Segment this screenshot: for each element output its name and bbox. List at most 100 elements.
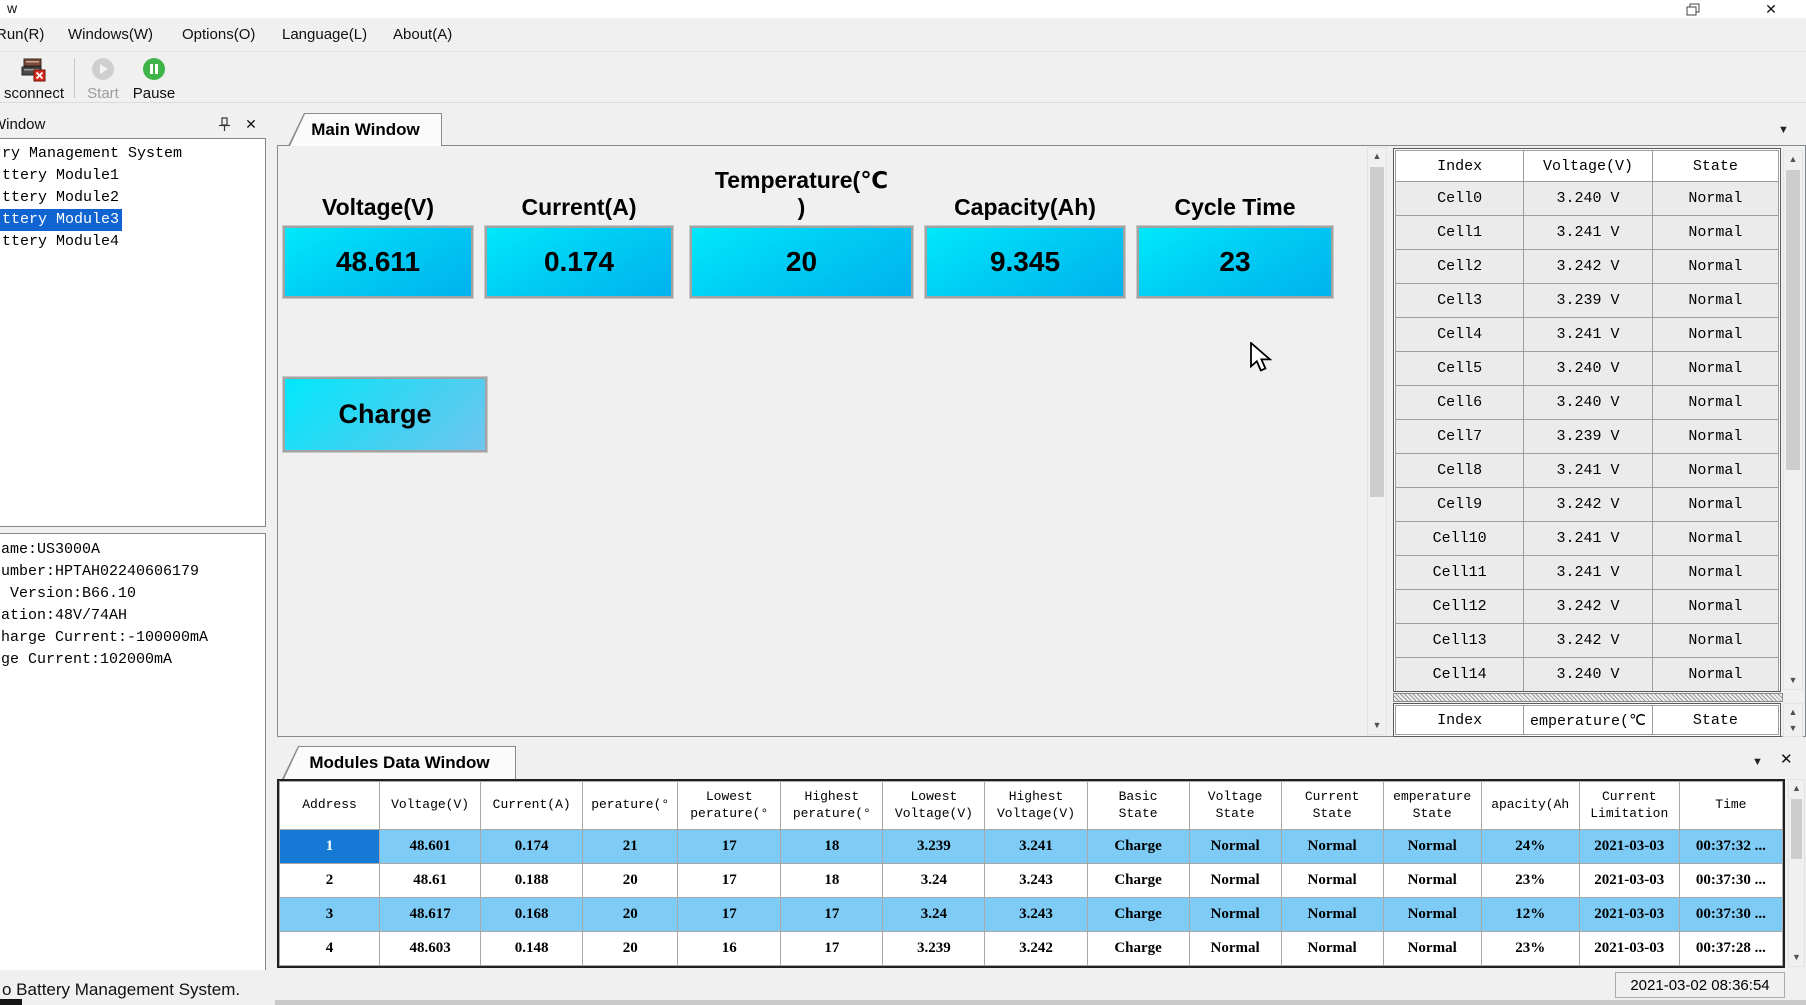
pause-button[interactable]: Pause — [128, 54, 180, 102]
tab-main-window[interactable]: Main Window — [288, 113, 442, 146]
module-data-row[interactable]: 3 48.617 0.168 20 17 17 3.24 3.243 Charg… — [279, 897, 1783, 932]
pause-icon — [143, 58, 165, 80]
header-line1: perature(° — [591, 797, 670, 813]
scroll-up-icon[interactable]: ▲ — [1372, 151, 1382, 161]
menu-item[interactable]: Windows(W) — [68, 26, 153, 43]
tree-item[interactable]: ttery Module3 — [0, 209, 265, 231]
cell-voltage-row[interactable]: Cell5 3.240 V Normal — [1394, 351, 1780, 386]
temp-table-scrollbar[interactable]: ▲ ▼ — [1783, 703, 1803, 737]
cell-state: Normal — [1651, 215, 1780, 250]
scroll-up-icon[interactable]: ▲ — [1788, 154, 1798, 164]
modules-column-header: Current(A) — [480, 781, 584, 830]
cell-voltage-row[interactable]: Cell13 3.242 V Normal — [1394, 623, 1780, 658]
cell-voltage-row[interactable]: Cell1 3.241 V Normal — [1394, 215, 1780, 250]
main-scrollbar[interactable]: ▲ ▼ — [1367, 147, 1387, 735]
modules-table-scrollbar[interactable]: ▲ ▼ — [1788, 779, 1805, 967]
gauge-label-line1: Temperature(℃ — [714, 167, 889, 194]
module-highest-temperature: 18 — [780, 829, 884, 864]
scroll-down-icon[interactable]: ▼ — [1788, 675, 1798, 685]
tab-modules-data-window[interactable]: Modules Data Window — [282, 746, 516, 779]
header-line1: Basic — [1118, 789, 1158, 805]
menu-item[interactable]: Language(L) — [282, 26, 368, 43]
module-address[interactable]: 4 — [279, 931, 381, 966]
header-line1: emperature — [1393, 789, 1472, 805]
cell-voltage-row[interactable]: Cell3 3.239 V Normal — [1394, 283, 1780, 318]
module-lowest-temperature: 16 — [677, 931, 782, 966]
tree-item[interactable]: ttery Module4 — [0, 231, 265, 253]
cell-state: Normal — [1651, 657, 1780, 691]
scroll-down-icon[interactable]: ▼ — [1372, 720, 1382, 730]
module-address[interactable]: 3 — [279, 897, 381, 932]
scrollbar-thumb[interactable] — [1786, 170, 1800, 470]
module-lowest-voltage: 3.24 — [882, 897, 986, 932]
start-button[interactable]: Start — [80, 54, 126, 102]
charge-status-button[interactable]: Charge — [282, 376, 488, 453]
module-data-row[interactable]: 1 48.601 0.174 21 17 18 3.239 3.241 Char… — [279, 829, 1783, 864]
scroll-down-icon[interactable]: ▼ — [1788, 723, 1798, 733]
main-tab-dropdown-icon[interactable]: ▼ — [1778, 124, 1789, 136]
device-info-line: ame:US3000A — [1, 541, 101, 558]
cell-index: Cell5 — [1394, 351, 1525, 386]
modules-column-header: perature(° — [582, 781, 679, 830]
device-info-line: ge Current:102000mA — [1, 651, 173, 668]
tree-item[interactable]: ry Management System — [0, 143, 265, 165]
module-current-state: Normal — [1280, 829, 1384, 864]
gauge-label: Cycle Time — [1137, 194, 1333, 220]
table-splitter-handle[interactable] — [1393, 693, 1783, 702]
pin-icon[interactable] — [218, 117, 231, 132]
module-current-limitation: 2021-03-03 — [1578, 863, 1680, 898]
cell-voltage-row[interactable]: Cell10 3.241 V Normal — [1394, 521, 1780, 556]
module-data-row[interactable]: 2 48.61 0.188 20 17 18 3.24 3.243 Charge… — [279, 863, 1783, 898]
scrollbar-thumb[interactable] — [1791, 799, 1802, 859]
cell-voltage-row[interactable]: Cell9 3.242 V Normal — [1394, 487, 1780, 522]
left-panel-close-icon[interactable]: ✕ — [245, 116, 257, 132]
module-basic-state: Charge — [1086, 897, 1190, 932]
scroll-up-icon[interactable]: ▲ — [1788, 707, 1798, 717]
cell-voltage: 3.241 V — [1523, 453, 1653, 488]
tree-item[interactable]: ttery Module1 — [0, 165, 265, 187]
scrollbar-thumb[interactable] — [1370, 167, 1384, 497]
header-line2: perature(° — [690, 805, 769, 821]
tree-item-label: ttery Module2 — [2, 189, 120, 206]
cell-voltage: 3.239 V — [1523, 419, 1653, 454]
cell-voltage-row[interactable]: Cell14 3.240 V Normal — [1394, 657, 1780, 691]
module-current-limitation: 2021-03-03 — [1578, 897, 1680, 932]
scroll-up-icon[interactable]: ▲ — [1792, 783, 1801, 793]
cell-table-scrollbar[interactable]: ▲ ▼ — [1783, 150, 1803, 690]
cell-voltage-row[interactable]: Cell7 3.239 V Normal — [1394, 419, 1780, 454]
cell-index: Cell6 — [1394, 385, 1525, 420]
scroll-down-icon[interactable]: ▼ — [1792, 952, 1801, 962]
cell-voltage-row[interactable]: Cell4 3.241 V Normal — [1394, 317, 1780, 352]
module-highest-voltage: 3.241 — [984, 829, 1088, 864]
modules-column-header: Voltage State — [1188, 781, 1282, 830]
module-address[interactable]: 2 — [279, 863, 381, 898]
modules-tab-dropdown-icon[interactable]: ▼ — [1752, 756, 1763, 768]
disconnect-button[interactable]: sconnect — [0, 54, 70, 102]
menu-item[interactable]: Options(O) — [182, 26, 256, 43]
restore-window-button[interactable] — [1678, 0, 1708, 18]
cell-voltage-row[interactable]: Cell0 3.240 V Normal — [1394, 181, 1780, 216]
gauge-label-line2: ) — [797, 193, 806, 220]
cell-voltage-row[interactable]: Cell6 3.240 V Normal — [1394, 385, 1780, 420]
module-temperature-state: Normal — [1382, 931, 1482, 966]
module-address[interactable]: 1 — [279, 829, 381, 864]
tree-item[interactable]: ttery Module2 — [0, 187, 265, 209]
cell-state: Normal — [1651, 283, 1780, 318]
close-window-button[interactable]: ✕ — [1765, 0, 1777, 17]
modules-tab-close-icon[interactable]: ✕ — [1780, 751, 1793, 768]
module-data-row[interactable]: 4 48.603 0.148 20 16 17 3.239 3.242 Char… — [279, 931, 1783, 966]
cell-index: Cell12 — [1394, 589, 1525, 624]
menu-item[interactable]: About(A) — [393, 26, 453, 43]
menu-item[interactable]: Run(R) — [0, 26, 45, 43]
device-info-line: Version:B66.10 — [1, 585, 137, 602]
cell-index: Cell10 — [1394, 521, 1525, 556]
cell-voltage-row[interactable]: Cell12 3.242 V Normal — [1394, 589, 1780, 624]
gauge: Capacity(Ah) 9.345 — [924, 163, 1126, 299]
cell-voltage-row[interactable]: Cell2 3.242 V Normal — [1394, 249, 1780, 284]
device-tree: ry Management System ttery Module1 ttery… — [0, 138, 266, 527]
status-clock: 2021-03-02 08:36:54 — [1615, 972, 1785, 998]
cell-voltage-row[interactable]: Cell8 3.241 V Normal — [1394, 453, 1780, 488]
left-panel-title: Window — [0, 116, 46, 133]
cell-voltage-row[interactable]: Cell11 3.241 V Normal — [1394, 555, 1780, 590]
module-temperature-state: Normal — [1382, 863, 1482, 898]
